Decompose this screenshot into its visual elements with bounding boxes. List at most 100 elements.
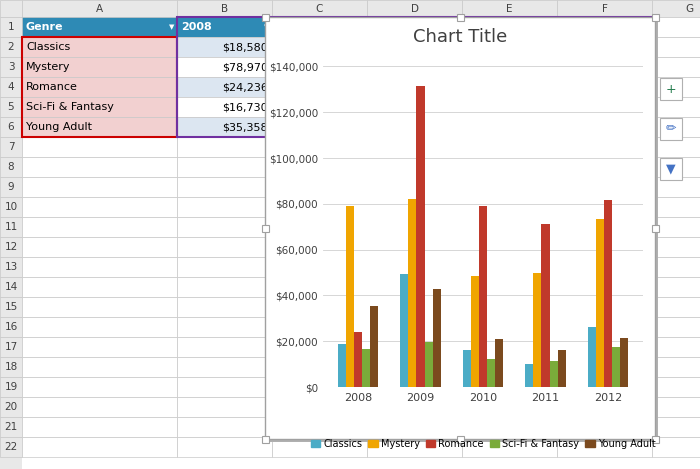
Text: 11: 11 bbox=[4, 222, 18, 232]
Bar bbox=[463, 349, 471, 387]
Bar bbox=[22, 297, 177, 317]
Text: $79,022: $79,022 bbox=[412, 82, 458, 92]
Bar bbox=[456, 436, 463, 442]
Bar bbox=[22, 37, 177, 57]
Text: Chart Title: Chart Title bbox=[413, 28, 507, 46]
Bar bbox=[22, 137, 177, 157]
Bar bbox=[0, 0, 22, 17]
Bar bbox=[433, 289, 441, 387]
Text: $20,893: $20,893 bbox=[412, 122, 458, 132]
Bar bbox=[557, 277, 652, 297]
Bar bbox=[0, 17, 22, 37]
Bar bbox=[177, 17, 272, 37]
Bar bbox=[272, 37, 367, 57]
Text: Young Adult: Young Adult bbox=[26, 122, 92, 132]
Bar bbox=[456, 14, 463, 21]
Bar bbox=[462, 97, 557, 117]
Text: $17,686: $17,686 bbox=[602, 102, 648, 112]
Bar bbox=[0, 417, 22, 437]
Bar bbox=[652, 337, 700, 357]
Bar bbox=[22, 177, 177, 197]
Bar bbox=[462, 257, 557, 277]
Bar bbox=[370, 306, 378, 387]
Bar bbox=[462, 137, 557, 157]
Bar bbox=[462, 57, 557, 77]
Bar bbox=[462, 217, 557, 237]
Bar bbox=[533, 272, 542, 387]
Bar bbox=[652, 97, 700, 117]
Bar bbox=[272, 97, 367, 117]
Bar bbox=[652, 357, 700, 377]
Bar bbox=[652, 436, 659, 442]
Bar bbox=[462, 37, 557, 57]
Bar bbox=[272, 257, 367, 277]
Bar bbox=[177, 397, 272, 417]
Bar bbox=[652, 257, 700, 277]
Text: 9: 9 bbox=[8, 182, 14, 192]
Text: ▼: ▼ bbox=[359, 24, 365, 30]
Bar bbox=[367, 317, 462, 337]
Bar bbox=[177, 377, 272, 397]
Bar bbox=[177, 57, 272, 77]
Bar bbox=[367, 417, 462, 437]
Bar bbox=[367, 217, 462, 237]
Bar bbox=[462, 0, 557, 17]
Bar bbox=[0, 137, 22, 157]
Bar bbox=[262, 225, 269, 232]
Text: $82,262: $82,262 bbox=[317, 62, 363, 72]
Bar bbox=[362, 348, 370, 387]
Bar bbox=[557, 137, 652, 157]
Bar bbox=[652, 225, 659, 232]
Bar bbox=[462, 177, 557, 197]
Text: $42,685: $42,685 bbox=[317, 122, 363, 132]
Bar bbox=[367, 277, 462, 297]
Bar bbox=[177, 177, 272, 197]
Bar bbox=[479, 206, 487, 387]
Bar bbox=[177, 337, 272, 357]
Bar bbox=[272, 237, 367, 257]
Bar bbox=[0, 377, 22, 397]
Bar bbox=[272, 397, 367, 417]
Text: $35,358: $35,358 bbox=[223, 122, 268, 132]
Bar bbox=[367, 397, 462, 417]
Bar bbox=[0, 17, 22, 469]
Bar bbox=[22, 317, 177, 337]
Bar bbox=[542, 224, 550, 387]
Text: 6: 6 bbox=[8, 122, 14, 132]
Bar bbox=[367, 137, 462, 157]
Text: ▼: ▼ bbox=[550, 24, 554, 30]
Bar bbox=[0, 397, 22, 417]
Bar bbox=[408, 199, 416, 387]
Bar bbox=[652, 117, 700, 137]
Text: $78,970: $78,970 bbox=[222, 62, 268, 72]
Bar bbox=[177, 97, 272, 117]
Bar bbox=[660, 158, 682, 180]
Bar bbox=[557, 197, 652, 217]
Bar bbox=[177, 0, 272, 17]
Bar bbox=[272, 17, 367, 37]
Bar bbox=[557, 357, 652, 377]
Bar bbox=[462, 117, 557, 137]
Bar bbox=[0, 437, 22, 457]
Bar bbox=[177, 17, 652, 137]
Text: 1: 1 bbox=[8, 22, 14, 32]
Text: 10: 10 bbox=[4, 202, 18, 212]
Text: $71,009: $71,009 bbox=[508, 82, 553, 92]
Bar bbox=[462, 337, 557, 357]
Text: Genre: Genre bbox=[26, 22, 64, 32]
Bar bbox=[652, 217, 700, 237]
Text: ✏: ✏ bbox=[666, 122, 676, 136]
Bar bbox=[525, 364, 533, 387]
Bar bbox=[557, 57, 652, 77]
Text: C: C bbox=[316, 3, 323, 14]
Bar bbox=[652, 137, 700, 157]
Text: E: E bbox=[506, 3, 512, 14]
Bar bbox=[272, 277, 367, 297]
Bar bbox=[557, 257, 652, 277]
Bar bbox=[558, 350, 566, 387]
Bar bbox=[652, 57, 700, 77]
Text: F: F bbox=[601, 3, 608, 14]
Bar bbox=[177, 237, 272, 257]
Bar bbox=[652, 14, 659, 21]
Bar bbox=[462, 277, 557, 297]
